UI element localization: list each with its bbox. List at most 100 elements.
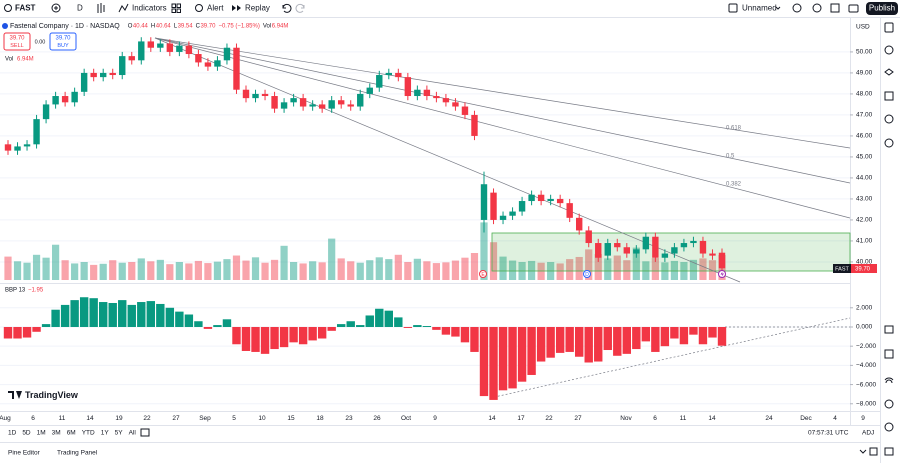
fib-fan-line[interactable] — [154, 37, 851, 149]
replay-button[interactable]: Replay — [245, 4, 270, 13]
redo[interactable] — [295, 3, 305, 13]
data-window-icon[interactable] — [884, 399, 894, 409]
objects-icon[interactable] — [884, 68, 894, 76]
bbp-bar — [613, 326, 622, 356]
bbp-bar — [717, 326, 727, 346]
adj-toggle[interactable]: ADJ — [862, 430, 874, 437]
volume-bar — [90, 264, 98, 280]
candle-body — [433, 96, 440, 99]
range-button[interactable]: 1Y — [101, 430, 110, 437]
volume-bar — [194, 260, 202, 280]
broadcast-icon[interactable] — [884, 377, 894, 384]
candle-body — [680, 243, 688, 248]
interval[interactable]: D — [77, 4, 83, 13]
bbp-bar — [489, 326, 498, 400]
bbp-bar — [365, 315, 374, 327]
notifications-icon[interactable] — [884, 447, 894, 456]
symbol[interactable]: FAST — [15, 4, 36, 13]
replay-icon[interactable] — [232, 5, 241, 11]
candle-body — [357, 93, 364, 107]
layout-dropdown[interactable] — [775, 6, 781, 10]
volume-bar — [242, 260, 250, 280]
pine-editor-tab[interactable]: Pine Editor — [8, 450, 41, 457]
range-button[interactable]: All — [129, 430, 137, 437]
fib-fan-line[interactable] — [154, 37, 851, 184]
bbp-bar — [298, 326, 308, 345]
buy-price: 39.70 — [55, 36, 71, 42]
sell-button[interactable] — [3, 32, 31, 51]
search-icon[interactable] — [4, 4, 12, 12]
range-button[interactable]: 1M — [37, 430, 46, 437]
price-tag-label: 39.70 — [855, 266, 871, 272]
layout-name[interactable]: Unnamed — [742, 4, 777, 13]
buy-button[interactable] — [49, 32, 77, 51]
chart-type-icon[interactable] — [97, 3, 105, 13]
fib-fan-line[interactable] — [154, 37, 851, 219]
candle-body — [642, 236, 650, 250]
volume-bar — [508, 260, 517, 280]
bbp-bar — [422, 326, 432, 327]
range-button[interactable]: 3M — [52, 430, 61, 437]
layout-icon[interactable] — [728, 3, 738, 13]
news-icon[interactable] — [884, 91, 894, 101]
volume-bar — [175, 262, 183, 280]
fullscreen-icon[interactable] — [830, 3, 840, 13]
trading-panel-tab[interactable]: Trading Panel — [57, 450, 98, 457]
alert-icon[interactable] — [195, 4, 203, 12]
alerts-icon[interactable] — [884, 45, 894, 55]
quick-search[interactable] — [792, 3, 802, 13]
candle-body — [280, 102, 288, 109]
trend-line[interactable] — [154, 37, 741, 283]
undo[interactable] — [282, 3, 292, 13]
snapshot-icon[interactable] — [848, 4, 859, 13]
price-zone[interactable] — [491, 232, 851, 272]
bbp-bar — [660, 326, 670, 347]
bbp-bar — [527, 326, 536, 375]
chat-icon[interactable] — [884, 138, 894, 148]
range-button[interactable]: 1D — [8, 430, 17, 437]
bbp-bar — [498, 326, 508, 391]
indicators-button[interactable]: Indicators — [132, 4, 167, 13]
alert-button[interactable]: Alert — [207, 4, 224, 13]
ohlc-value: 39.70 — [200, 24, 216, 30]
volume-bar — [556, 263, 564, 280]
collapse-panel[interactable] — [859, 449, 867, 454]
volume-bar — [708, 260, 717, 280]
maximize-panel[interactable] — [869, 447, 878, 456]
add-symbol[interactable] — [51, 3, 61, 13]
goto-date-icon[interactable] — [140, 428, 150, 437]
earnings-event[interactable] — [479, 270, 487, 278]
settings-icon[interactable] — [812, 3, 822, 13]
bbp-bars — [3, 297, 727, 400]
candle-body — [347, 104, 354, 107]
volume-bar — [109, 260, 117, 280]
templates-icon[interactable] — [171, 3, 176, 8]
dividend-event[interactable] — [583, 270, 591, 278]
sell-label: SELL — [10, 43, 23, 49]
bbp-bar — [384, 310, 393, 327]
x-tick-label: Nov — [620, 415, 632, 422]
bbp-trend-line[interactable] — [489, 317, 851, 399]
range-button[interactable]: 5Y — [115, 430, 124, 437]
screener-icon[interactable] — [884, 325, 894, 334]
help-icon[interactable] — [884, 422, 894, 432]
range-button[interactable]: YTD — [82, 430, 95, 437]
candle-body — [385, 72, 392, 76]
range-button[interactable]: 5D — [22, 430, 31, 437]
volume-bar — [42, 257, 50, 280]
ideas-icon[interactable] — [884, 114, 894, 124]
calendar-icon[interactable] — [884, 349, 894, 359]
range-button[interactable]: 6M — [67, 430, 76, 437]
publish-button[interactable] — [866, 2, 898, 15]
volume-bar — [223, 259, 231, 280]
bbp-bar — [403, 326, 413, 328]
watchlist-icon[interactable] — [884, 22, 894, 33]
x-tick-label: 6 — [653, 415, 657, 422]
candle-body — [33, 119, 40, 145]
y-tick-label: 0.000 — [856, 324, 873, 331]
ohlc-key: O — [128, 24, 133, 30]
indicators-icon[interactable] — [118, 3, 129, 13]
candle-body — [404, 77, 412, 97]
logo-text: TradingView — [25, 390, 79, 400]
candle-body — [214, 60, 221, 67]
